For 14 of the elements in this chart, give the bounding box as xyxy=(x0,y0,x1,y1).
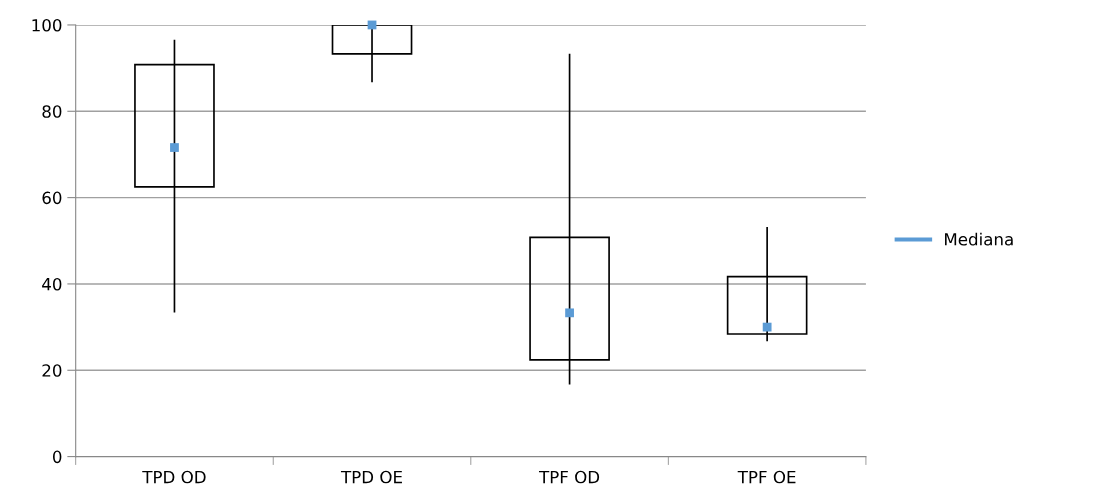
y-tick-label: 100 xyxy=(32,18,62,32)
y-tick-label: 20 xyxy=(42,364,62,377)
point xyxy=(762,322,772,332)
x-tick-label: TPD OD xyxy=(142,470,206,484)
y-tick-label: 0 xyxy=(52,450,62,464)
point xyxy=(170,143,179,152)
legend-label: Mediana xyxy=(945,232,1013,246)
y-tick-label: 40 xyxy=(42,277,62,291)
y-tick-label: 60 xyxy=(42,191,62,205)
x-tick-label: TPF OD xyxy=(539,470,600,484)
point xyxy=(565,308,574,318)
x-tick-label: TPD OE xyxy=(340,470,402,484)
y-tick-label: 80 xyxy=(42,105,62,118)
x-tick-label: TPF OE xyxy=(737,470,796,484)
